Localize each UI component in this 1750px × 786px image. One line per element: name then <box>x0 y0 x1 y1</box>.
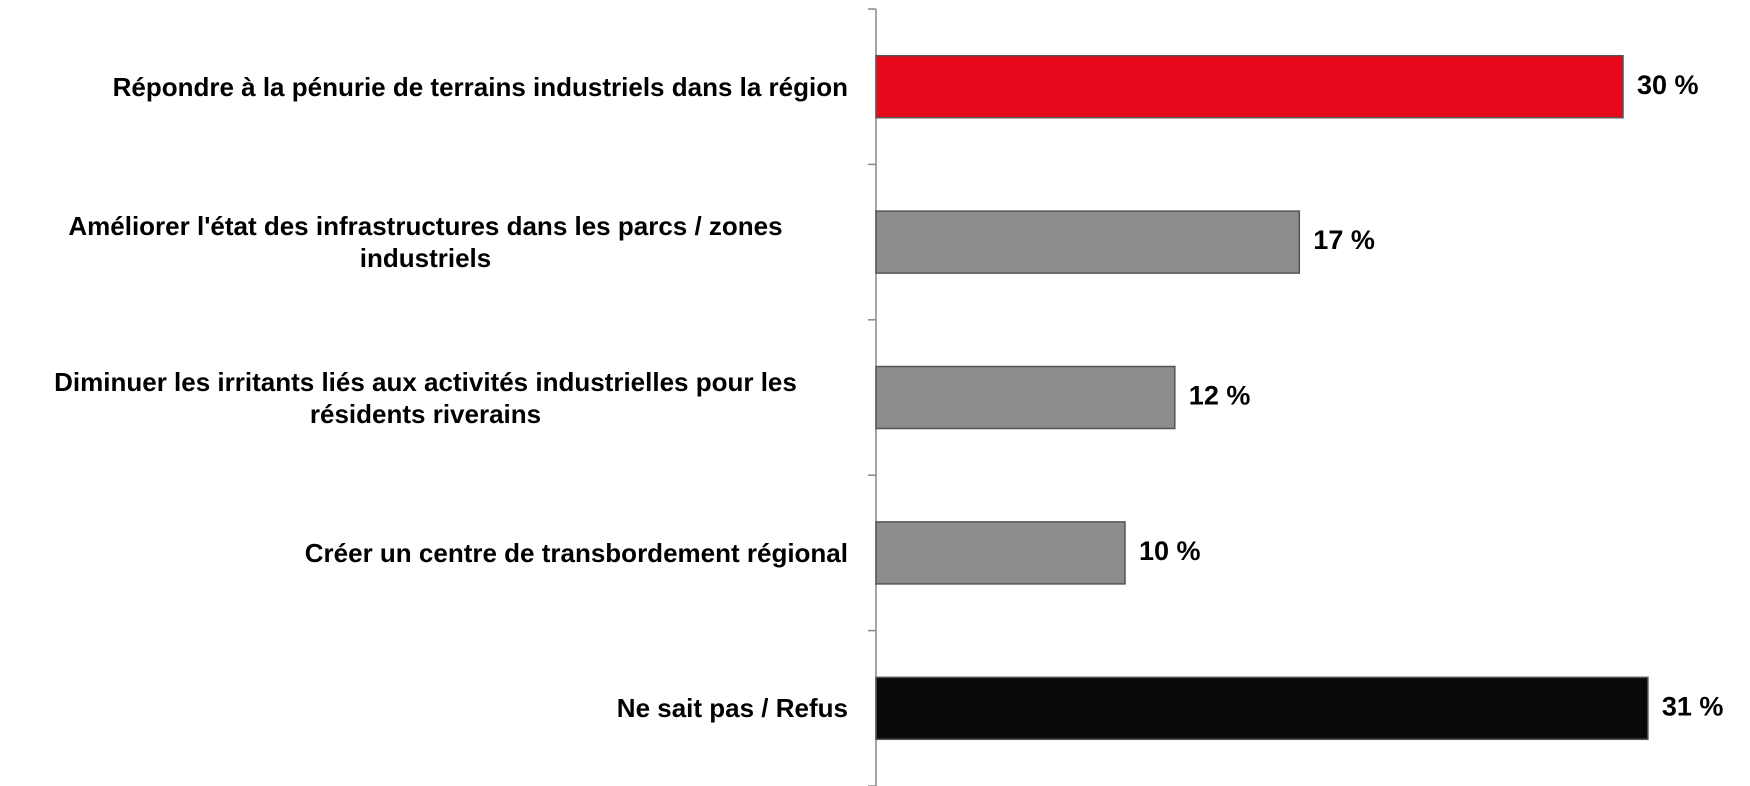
value-label: 30 % <box>1637 70 1699 100</box>
bar <box>875 210 1301 274</box>
bar <box>875 676 1649 741</box>
category-label-box: Répondre à la pénurie de terrains indust… <box>3 71 848 103</box>
category-label: Ne sait pas / Refus <box>616 693 848 724</box>
category-label: Répondre à la pénurie de terrains indust… <box>112 71 848 102</box>
bar <box>875 54 1624 119</box>
category-label: Créer un centre de transbordement région… <box>304 537 848 568</box>
category-label-box: Ne sait pas / Refus <box>3 692 848 724</box>
value-label: 10 % <box>1139 536 1201 566</box>
category-label: Améliorer l'état des infrastructures dan… <box>68 211 783 274</box>
value-label: 31 % <box>1662 691 1724 721</box>
category-label: Diminuer les irritants liés aux activité… <box>54 366 797 429</box>
category-label-box: Améliorer l'état des infrastructures dan… <box>3 210 848 274</box>
category-label-box: Diminuer les irritants liés aux activité… <box>3 366 848 430</box>
category-label-box: Créer un centre de transbordement région… <box>3 537 848 569</box>
bar <box>875 521 1126 585</box>
bar <box>875 365 1176 430</box>
value-label: 12 % <box>1189 381 1251 411</box>
value-label: 17 % <box>1313 225 1375 255</box>
